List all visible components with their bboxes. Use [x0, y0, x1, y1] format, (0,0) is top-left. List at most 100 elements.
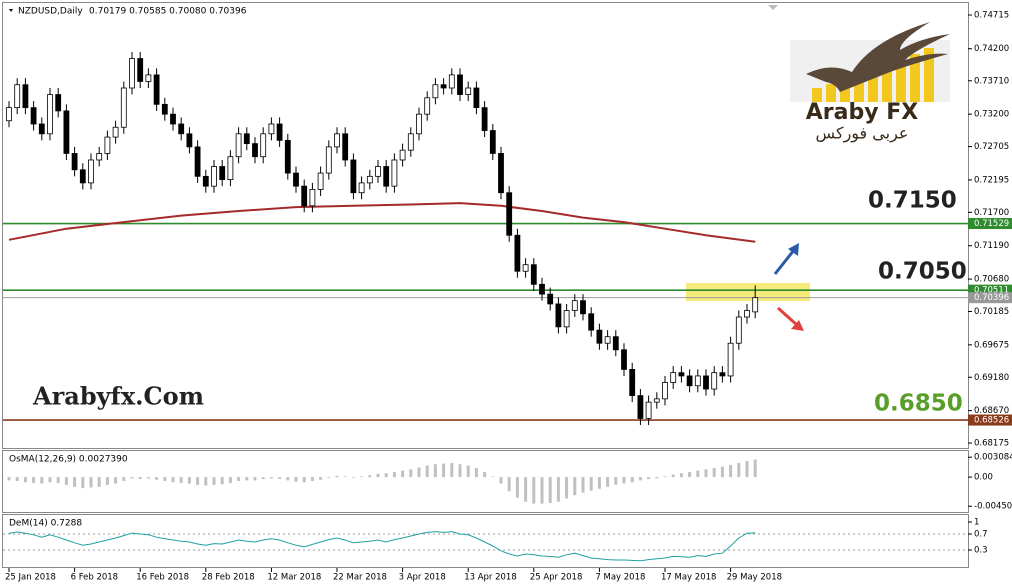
osma-bar [368, 475, 372, 478]
candle-body [227, 156, 234, 181]
osma-bar [261, 477, 265, 480]
candle-body [14, 84, 21, 109]
logo-bars [812, 48, 934, 102]
osma-bar [319, 477, 323, 480]
y-tick-label: 0.71190 [974, 241, 1009, 251]
level-annotation: 0.6850 [874, 391, 963, 417]
level-annotation: 0.7150 [868, 188, 957, 214]
osma-bar [409, 469, 413, 478]
osma-bar [343, 476, 347, 478]
osma-bar [23, 477, 27, 483]
osma-bar [679, 473, 683, 478]
osma-bar [556, 477, 560, 502]
osma-bar [360, 476, 364, 478]
y-tick-label: 0.70680 [974, 275, 1009, 285]
candle-body [653, 398, 660, 403]
candle-body [301, 185, 308, 207]
y-tick-label: 1 [974, 518, 979, 528]
x-tick-label: 6 Feb 2018 [71, 573, 119, 583]
candle-body [170, 113, 176, 125]
osma-bar [647, 477, 651, 480]
osma-bar [425, 465, 429, 478]
candle-body [522, 264, 529, 272]
osma-bar [688, 471, 692, 478]
candle-body [629, 369, 636, 396]
candle-body [670, 372, 677, 383]
candle-body [63, 110, 70, 154]
candle-body [284, 139, 291, 174]
candle-body [334, 133, 340, 148]
osma-bar [32, 477, 36, 483]
osma-bar [97, 477, 101, 487]
x-tick-label: 22 Mar 2018 [333, 573, 387, 583]
menu-triangle[interactable] [9, 9, 13, 12]
osma-bar [245, 477, 249, 481]
candle-body [6, 107, 12, 122]
osma-bar [442, 463, 446, 478]
x-tick-label: 7 May 2018 [595, 573, 645, 583]
candle-body [104, 136, 111, 154]
price-level-label: 0.70396 [974, 293, 1009, 303]
candle-body [432, 84, 439, 99]
osma-bar [7, 477, 11, 481]
candle-body [506, 192, 513, 236]
candle-body [96, 153, 103, 161]
osma-bar [720, 466, 724, 478]
osma-bar [565, 477, 569, 499]
y-tick-label: 0.74715 [974, 11, 1009, 21]
candle-body [178, 123, 185, 135]
y-tick-label: 0.71700 [974, 208, 1009, 218]
symbol-title: NZDUSD,Daily [18, 7, 83, 17]
osma-bar [171, 477, 175, 483]
candle-body [498, 153, 504, 194]
candle-body [350, 159, 357, 194]
x-tick-label: 29 May 2018 [727, 573, 782, 583]
y-tick-label: 0.00 [974, 473, 993, 483]
chart-layer: 0.74715 0.74200 0.73710 0.73200 0.72705 0.721… [3, 11, 1012, 583]
osma-bar [622, 477, 626, 484]
candle-body [448, 74, 455, 89]
osma-bar [40, 477, 44, 484]
candle-body [391, 159, 398, 187]
osma-bar [310, 477, 314, 481]
osma-bar [745, 460, 749, 478]
price-level-tag [968, 414, 1012, 426]
level-annotation: 0.7050 [878, 259, 967, 285]
down-arrow [776, 306, 804, 331]
candle-body [399, 149, 406, 161]
y-tick-label: 0.7 [974, 530, 988, 540]
osma-bar [327, 477, 331, 478]
candle-body [30, 107, 37, 125]
candle-body [153, 74, 160, 105]
candle-body [703, 375, 709, 390]
osma-bar [114, 477, 118, 484]
moving-average [8, 202, 756, 243]
osma-bar [48, 477, 52, 483]
osma-bar [89, 477, 93, 488]
candle-body [662, 382, 668, 400]
osma-bar [737, 462, 741, 478]
osma-bar [630, 477, 634, 483]
candle-body [120, 87, 127, 128]
osma-bar [515, 477, 519, 498]
candle-body [202, 175, 209, 187]
osma-bar [729, 464, 733, 478]
osma-bar [450, 462, 454, 478]
candle-body [317, 172, 324, 190]
osma-bar [212, 477, 216, 485]
dem-line [8, 531, 756, 562]
highlight-zone [686, 283, 810, 301]
candle-body [235, 133, 242, 158]
osma-bar [228, 477, 232, 483]
price-level-tag [968, 284, 1012, 296]
candle-body [678, 372, 685, 377]
y-tick-label: 0.003084 [974, 453, 1012, 463]
candle-body [547, 293, 554, 305]
osma-bar [138, 477, 142, 480]
osma-bar [753, 459, 757, 478]
x-tick-label: 28 Feb 2018 [202, 573, 255, 583]
osma-bar [499, 477, 503, 484]
y-tick-label: 0.72705 [974, 142, 1009, 152]
candle-body [686, 375, 693, 387]
osma-bar [392, 471, 396, 478]
